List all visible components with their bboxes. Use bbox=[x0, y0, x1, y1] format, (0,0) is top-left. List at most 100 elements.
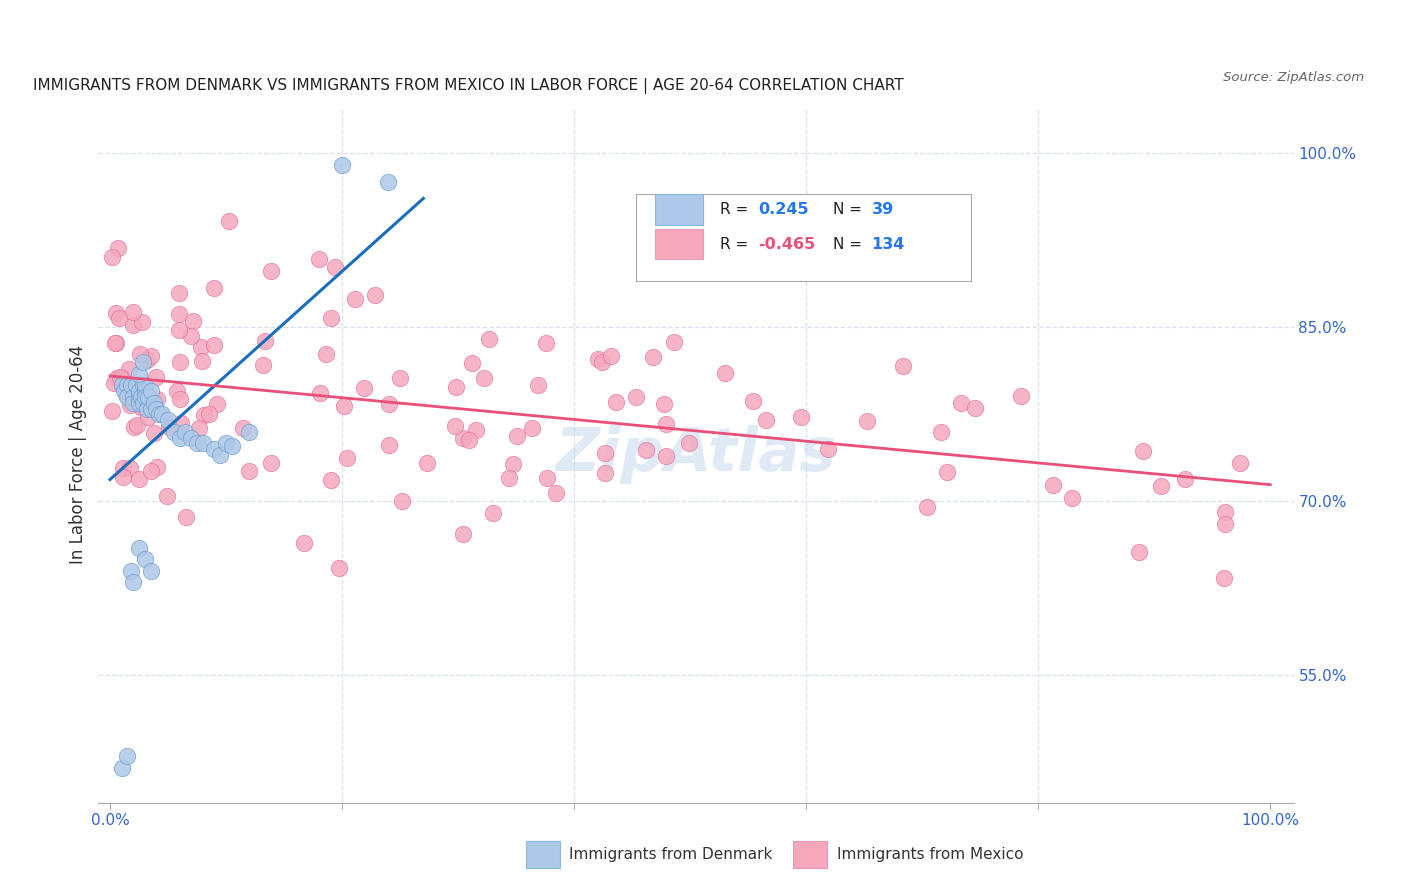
Point bbox=[198, 407, 221, 421]
Point bbox=[191, 354, 214, 368]
Point bbox=[170, 417, 193, 431]
Point bbox=[169, 392, 191, 407]
Point bbox=[444, 419, 467, 434]
Point bbox=[1128, 545, 1150, 559]
Text: R =: R = bbox=[720, 236, 754, 252]
Point bbox=[963, 401, 986, 416]
Point bbox=[655, 449, 678, 463]
Point bbox=[139, 464, 162, 478]
Point bbox=[139, 401, 162, 416]
Point bbox=[333, 399, 356, 413]
Point bbox=[169, 430, 191, 444]
Point bbox=[527, 377, 550, 392]
Point bbox=[143, 395, 166, 409]
Point bbox=[605, 395, 627, 409]
Text: R =: R = bbox=[720, 202, 754, 217]
Point bbox=[1229, 456, 1251, 470]
Point bbox=[180, 430, 202, 444]
Point bbox=[323, 260, 346, 274]
Point bbox=[120, 378, 142, 392]
Point bbox=[502, 458, 524, 472]
Point bbox=[118, 460, 141, 475]
Point bbox=[180, 329, 202, 343]
Point bbox=[128, 384, 150, 398]
Point bbox=[117, 749, 139, 764]
Point bbox=[128, 367, 150, 381]
Point bbox=[139, 384, 162, 398]
Point bbox=[131, 355, 153, 369]
FancyBboxPatch shape bbox=[526, 841, 560, 868]
Point bbox=[131, 395, 153, 409]
Text: IMMIGRANTS FROM DENMARK VS IMMIGRANTS FROM MEXICO IN LABOR FORCE | AGE 20-64 COR: IMMIGRANTS FROM DENMARK VS IMMIGRANTS FR… bbox=[32, 78, 903, 95]
Point bbox=[104, 306, 127, 320]
Point bbox=[464, 423, 486, 437]
Point bbox=[112, 461, 135, 475]
Point bbox=[915, 500, 938, 515]
Point bbox=[330, 158, 353, 172]
Point bbox=[595, 446, 617, 460]
Point bbox=[111, 761, 134, 775]
Point bbox=[204, 442, 226, 457]
Point bbox=[624, 390, 647, 404]
Text: N =: N = bbox=[834, 236, 868, 252]
Point bbox=[101, 403, 124, 417]
Text: 39: 39 bbox=[872, 202, 894, 217]
Point bbox=[742, 394, 765, 409]
Point bbox=[122, 304, 145, 318]
Point bbox=[187, 421, 209, 435]
Point bbox=[134, 552, 156, 566]
Y-axis label: In Labor Force | Age 20-64: In Labor Force | Age 20-64 bbox=[69, 345, 87, 565]
Point bbox=[166, 384, 188, 398]
Point bbox=[174, 509, 197, 524]
Point bbox=[209, 448, 232, 462]
Text: Immigrants from Mexico: Immigrants from Mexico bbox=[837, 847, 1024, 862]
Point bbox=[260, 456, 283, 470]
Point bbox=[950, 396, 973, 410]
Point bbox=[136, 410, 159, 425]
Point bbox=[127, 417, 149, 432]
Point bbox=[174, 425, 197, 439]
Point bbox=[935, 465, 957, 479]
Text: 134: 134 bbox=[872, 236, 905, 252]
Point bbox=[111, 370, 134, 384]
FancyBboxPatch shape bbox=[793, 841, 827, 868]
Point bbox=[321, 474, 343, 488]
Point bbox=[253, 334, 276, 348]
Text: Source: ZipAtlas.com: Source: ZipAtlas.com bbox=[1223, 71, 1364, 85]
Point bbox=[1215, 516, 1237, 531]
Point bbox=[664, 334, 686, 349]
Point bbox=[117, 390, 139, 404]
Point bbox=[136, 390, 159, 404]
Point bbox=[136, 401, 159, 416]
Point bbox=[655, 417, 678, 432]
Point bbox=[458, 433, 481, 447]
Point bbox=[118, 398, 141, 412]
Point bbox=[108, 369, 131, 384]
Point bbox=[1213, 570, 1236, 584]
Point bbox=[755, 413, 778, 427]
Point bbox=[343, 292, 366, 306]
Point bbox=[142, 425, 165, 440]
Point bbox=[1132, 444, 1154, 458]
Point bbox=[111, 378, 134, 392]
Point bbox=[391, 494, 413, 508]
Point bbox=[461, 357, 484, 371]
Point bbox=[308, 252, 330, 266]
Point bbox=[169, 307, 191, 321]
Point bbox=[1062, 491, 1084, 505]
Point bbox=[353, 381, 375, 395]
Point bbox=[111, 470, 134, 484]
Point bbox=[129, 399, 152, 413]
Point bbox=[128, 395, 150, 409]
Point bbox=[145, 401, 167, 416]
Point bbox=[136, 352, 159, 367]
FancyBboxPatch shape bbox=[637, 194, 972, 281]
Point bbox=[321, 311, 343, 326]
Point bbox=[169, 323, 191, 337]
Point bbox=[134, 390, 156, 404]
Point bbox=[167, 285, 190, 300]
Point bbox=[377, 175, 399, 190]
FancyBboxPatch shape bbox=[655, 228, 703, 260]
Point bbox=[139, 564, 162, 578]
Point bbox=[472, 370, 495, 384]
